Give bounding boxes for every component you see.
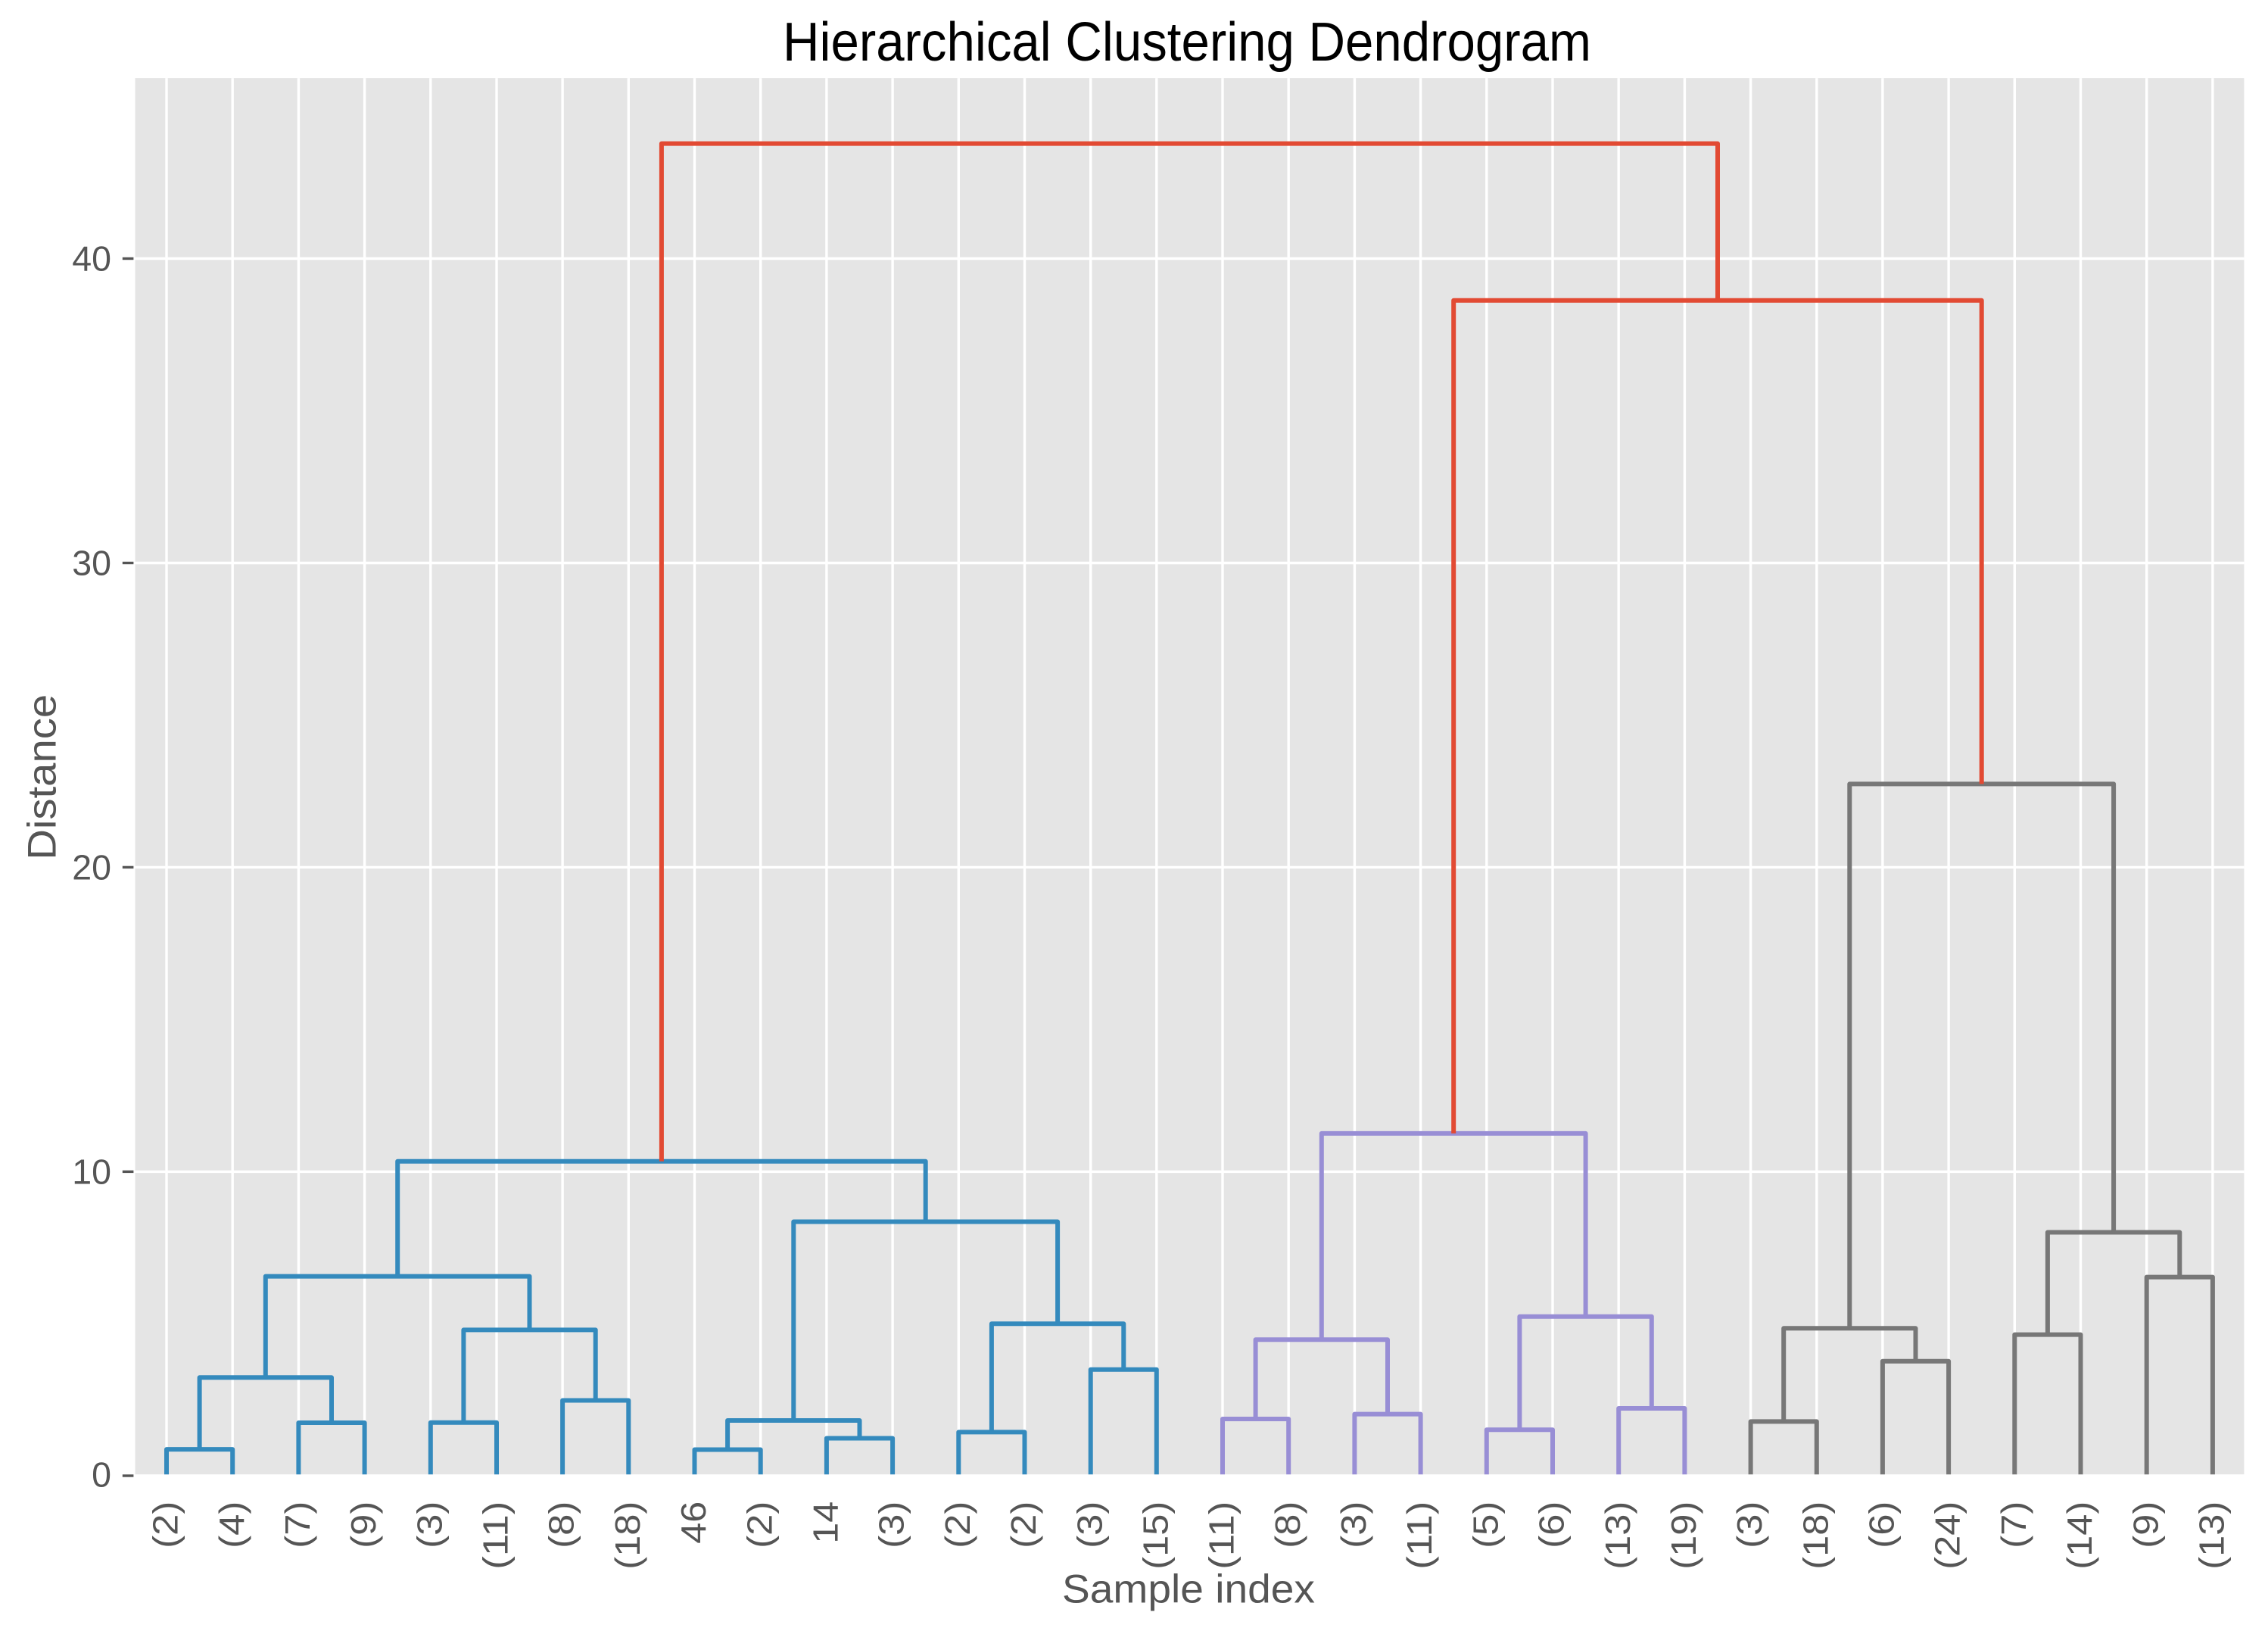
svg-text:46: 46 <box>674 1501 713 1544</box>
svg-text:(6): (6) <box>1862 1501 1902 1548</box>
svg-text:30: 30 <box>72 544 111 583</box>
svg-text:(3): (3) <box>872 1501 911 1548</box>
svg-text:(5): (5) <box>1466 1501 1505 1548</box>
svg-text:(3): (3) <box>1070 1501 1109 1548</box>
svg-text:Distance: Distance <box>20 694 65 860</box>
svg-text:(3): (3) <box>1334 1501 1373 1548</box>
svg-text:(13): (13) <box>2192 1501 2232 1570</box>
svg-text:(4): (4) <box>212 1501 251 1548</box>
svg-text:20: 20 <box>72 847 111 887</box>
svg-text:Sample index: Sample index <box>1062 1567 1315 1612</box>
svg-text:(15): (15) <box>1136 1501 1175 1570</box>
svg-text:Hierarchical Clustering Dendro: Hierarchical Clustering Dendrogram <box>783 12 1591 73</box>
svg-text:(19): (19) <box>1664 1501 1703 1570</box>
svg-text:(9): (9) <box>2126 1501 2165 1548</box>
svg-text:(9): (9) <box>344 1501 383 1548</box>
svg-text:14: 14 <box>806 1501 846 1544</box>
svg-text:40: 40 <box>72 239 111 279</box>
svg-text:(2): (2) <box>146 1501 185 1548</box>
svg-text:(2): (2) <box>1004 1501 1043 1548</box>
svg-text:(2): (2) <box>740 1501 779 1548</box>
svg-text:(3): (3) <box>410 1501 449 1548</box>
svg-text:(11): (11) <box>1400 1501 1439 1570</box>
svg-text:(11): (11) <box>1202 1501 1241 1570</box>
svg-text:(2): (2) <box>938 1501 977 1548</box>
svg-text:(24): (24) <box>1928 1501 1967 1570</box>
svg-text:(18): (18) <box>1796 1501 1835 1570</box>
svg-text:(14): (14) <box>2060 1501 2099 1570</box>
svg-text:(11): (11) <box>476 1501 516 1570</box>
svg-text:(7): (7) <box>278 1501 317 1548</box>
svg-text:(6): (6) <box>1532 1501 1572 1548</box>
svg-text:0: 0 <box>92 1455 111 1495</box>
svg-text:(3): (3) <box>1730 1501 1769 1548</box>
svg-text:(18): (18) <box>608 1501 647 1570</box>
svg-text:(8): (8) <box>542 1501 581 1548</box>
svg-text:(13): (13) <box>1598 1501 1637 1570</box>
svg-text:10: 10 <box>72 1152 111 1191</box>
svg-text:(8): (8) <box>1268 1501 1307 1548</box>
svg-text:(7): (7) <box>1994 1501 2033 1548</box>
